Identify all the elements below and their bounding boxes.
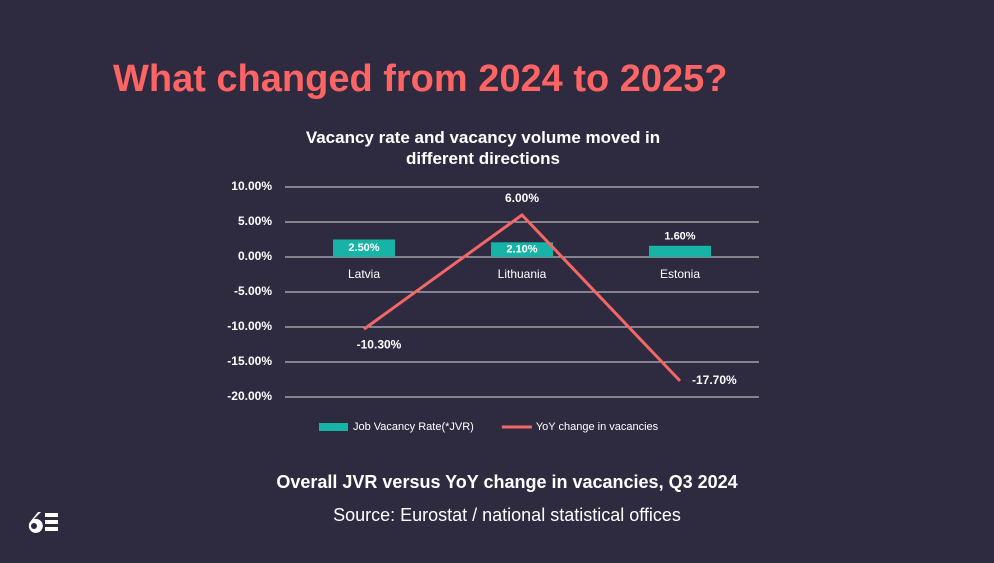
x-tick-label: Estonia <box>660 267 700 281</box>
x-tick-label: Latvia <box>348 267 380 281</box>
bar <box>491 242 553 257</box>
logo <box>28 512 58 533</box>
line-label: 6.00% <box>505 191 539 205</box>
line-label: -17.70% <box>692 373 737 387</box>
source: Source: Eurostat / national statistical … <box>333 505 681 525</box>
legend-swatch <box>319 423 348 431</box>
x-tick-label: Lithuania <box>498 267 547 281</box>
line <box>363 213 682 382</box>
heading: What changed from 2024 to 2025? <box>113 58 728 100</box>
legend-label: Job Vacancy Rate(*JVR) <box>353 421 474 433</box>
bar-label: 1.60% <box>664 231 695 243</box>
y-tick-label: -20.00% <box>227 389 272 403</box>
y-tick-label: 0.00% <box>238 249 272 263</box>
caption: Overall JVR versus YoY change in vacanci… <box>276 472 738 492</box>
chart-title: Vacancy rate and vacancy volume moved in… <box>305 128 661 168</box>
legend-label: YoY change in vacancies <box>536 421 659 433</box>
bar-label: 2.10% <box>506 244 537 256</box>
bar-label: 2.50% <box>348 242 379 254</box>
bar <box>333 239 395 257</box>
bar <box>649 245 711 257</box>
line-label: -10.30% <box>357 337 402 351</box>
y-tick-label: 10.00% <box>231 179 272 193</box>
y-tick-label: -15.00% <box>227 354 272 368</box>
y-tick-label: 5.00% <box>238 214 272 228</box>
y-tick-label: -10.00% <box>227 319 272 333</box>
y-tick-label: -5.00% <box>234 284 272 298</box>
